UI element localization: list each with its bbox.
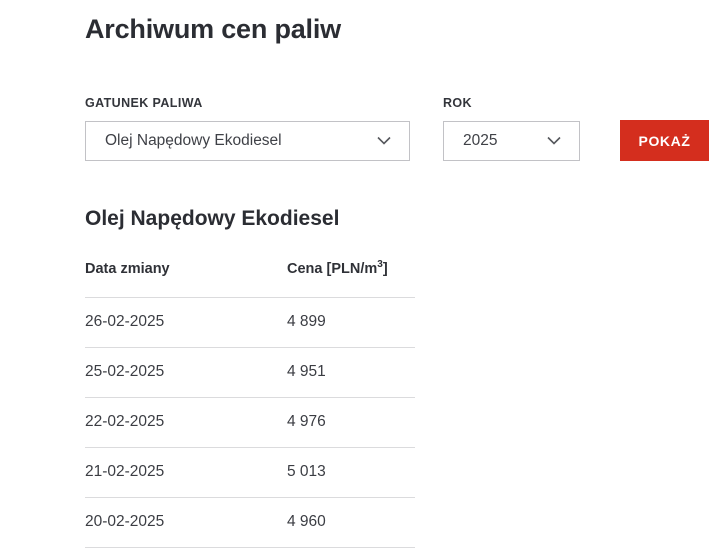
price-table-body: 26-02-2025 4 899 25-02-2025 4 951 22-02-… [85, 297, 415, 548]
year-selected-value: 2025 [463, 132, 498, 149]
superscript-3: 3 [377, 259, 383, 271]
page-title: Archiwum cen paliw [85, 14, 341, 44]
fuel-type-filter: GATUNEK PALIWA Olej Napędowy Ekodiesel [85, 96, 410, 161]
date-cell: 26-02-2025 [85, 297, 287, 348]
column-header-date: Data zmiany [85, 261, 287, 298]
date-cell: 20-02-2025 [85, 497, 287, 548]
table-row: 21-02-2025 5 013 [85, 447, 415, 498]
filter-bar: GATUNEK PALIWA Olej Napędowy Ekodiesel R… [85, 96, 720, 161]
year-select[interactable]: 2025 [443, 121, 580, 161]
chevron-down-icon [547, 132, 561, 150]
price-cell: 4 960 [287, 497, 415, 548]
table-row: 20-02-2025 4 960 [85, 497, 415, 548]
price-cell: 4 899 [287, 297, 415, 348]
table-row: 25-02-2025 4 951 [85, 347, 415, 398]
column-header-price: Cena [PLN/m3] [287, 259, 415, 298]
header-row: Data zmiany Cena [PLN/m3] [85, 259, 415, 298]
fuel-type-label: GATUNEK PALIWA [85, 96, 203, 110]
price-cell: 5 013 [287, 447, 415, 498]
table-row: 26-02-2025 4 899 [85, 297, 415, 348]
year-label: ROK [443, 96, 472, 110]
fuel-type-select[interactable]: Olej Napędowy Ekodiesel [85, 121, 410, 161]
chevron-down-icon [377, 132, 391, 150]
fuel-type-selected-value: Olej Napędowy Ekodiesel [105, 132, 282, 149]
table-row: 22-02-2025 4 976 [85, 397, 415, 448]
year-filter: ROK 2025 [443, 96, 580, 161]
results-heading: Olej Napędowy Ekodiesel [85, 207, 340, 230]
date-cell: 21-02-2025 [85, 447, 287, 498]
price-cell: 4 976 [287, 397, 415, 448]
show-button[interactable]: POKAŻ [620, 120, 709, 161]
price-table: Data zmiany Cena [PLN/m3] 26-02-2025 4 8… [85, 259, 415, 548]
date-cell: 25-02-2025 [85, 347, 287, 398]
date-cell: 22-02-2025 [85, 397, 287, 448]
price-table-header: Data zmiany Cena [PLN/m3] [85, 259, 415, 298]
price-cell: 4 951 [287, 347, 415, 398]
